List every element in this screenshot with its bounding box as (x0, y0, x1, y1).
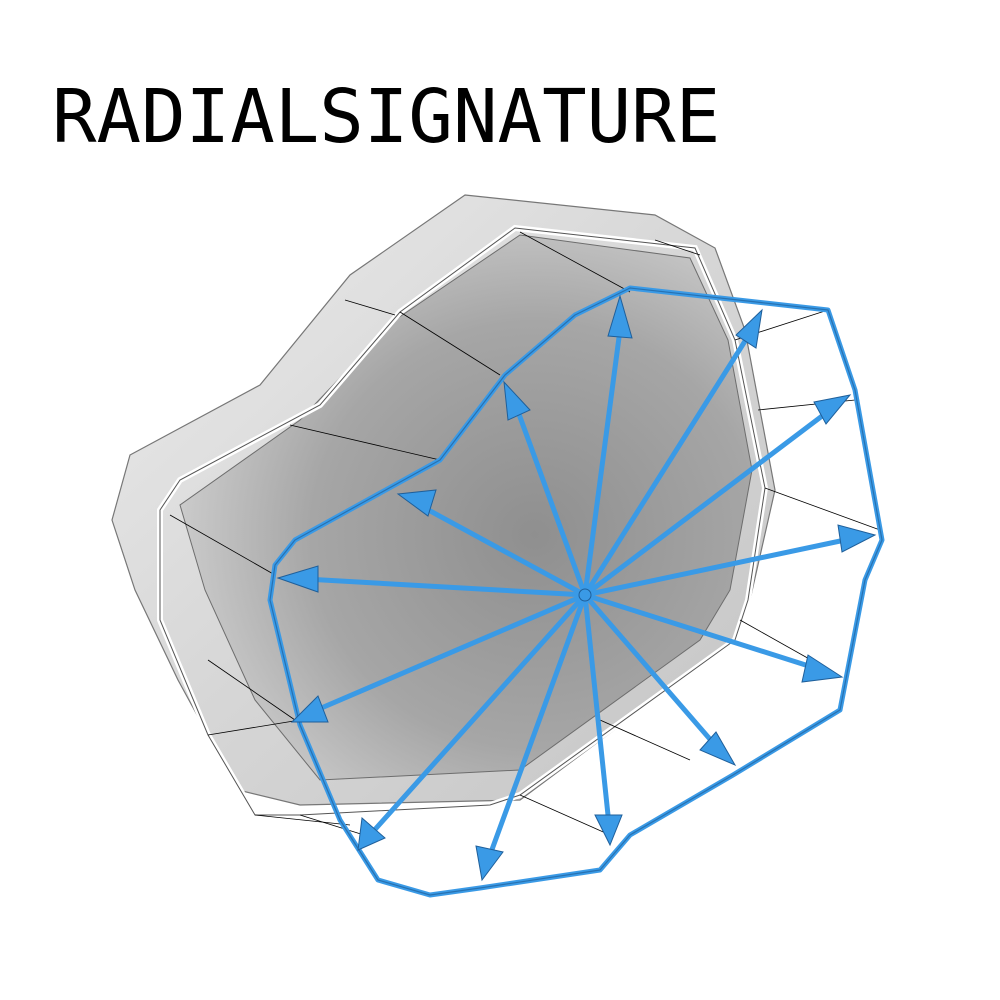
center-point (578, 588, 592, 602)
shape-inner (179, 234, 753, 781)
page-title: RADIALSIGNATURE (52, 74, 721, 160)
arrow-icon (276, 294, 877, 882)
radial-rays (285, 327, 848, 858)
signature-contour-edge (269, 287, 883, 896)
